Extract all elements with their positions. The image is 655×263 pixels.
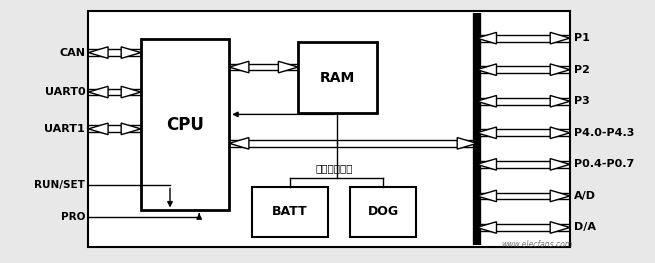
Text: CPU: CPU [166, 116, 204, 134]
Text: RUN/SET: RUN/SET [34, 180, 85, 190]
Polygon shape [477, 159, 496, 170]
Polygon shape [550, 222, 570, 233]
Text: P4.0-P4.3: P4.0-P4.3 [574, 128, 635, 138]
Text: PRO: PRO [61, 212, 85, 222]
Text: A/D: A/D [574, 191, 597, 201]
Text: P3: P3 [574, 96, 590, 106]
Text: www.elecfans.com: www.elecfans.com [502, 240, 572, 249]
Polygon shape [121, 86, 141, 98]
Text: P2: P2 [574, 65, 590, 75]
Text: BATT: BATT [272, 205, 308, 218]
Text: UART1: UART1 [45, 124, 85, 134]
Polygon shape [229, 138, 249, 149]
Bar [252, 187, 328, 237]
Polygon shape [477, 95, 496, 107]
Polygon shape [121, 47, 141, 58]
Polygon shape [229, 61, 249, 73]
Bar [350, 187, 416, 237]
Bar [141, 39, 229, 210]
Text: P1: P1 [574, 33, 590, 43]
Polygon shape [88, 123, 108, 135]
Polygon shape [88, 47, 108, 58]
Polygon shape [477, 64, 496, 75]
Polygon shape [550, 190, 570, 202]
Text: CAN: CAN [59, 48, 85, 58]
Polygon shape [477, 190, 496, 202]
Polygon shape [88, 86, 108, 98]
Text: 嵌入扩展接口: 嵌入扩展接口 [316, 163, 354, 173]
Polygon shape [477, 222, 496, 233]
Polygon shape [550, 127, 570, 139]
Polygon shape [121, 123, 141, 135]
Polygon shape [550, 159, 570, 170]
Polygon shape [550, 95, 570, 107]
Text: P0.4-P0.7: P0.4-P0.7 [574, 159, 635, 169]
Polygon shape [457, 138, 477, 149]
Polygon shape [477, 32, 496, 44]
Text: RAM: RAM [320, 70, 355, 85]
Bar [88, 11, 570, 247]
Polygon shape [550, 32, 570, 44]
Text: DOG: DOG [367, 205, 399, 218]
Polygon shape [477, 127, 496, 139]
Polygon shape [550, 64, 570, 75]
Text: UART0: UART0 [45, 87, 85, 97]
Text: D/A: D/A [574, 222, 597, 232]
Polygon shape [278, 61, 298, 73]
Bar [298, 42, 377, 113]
